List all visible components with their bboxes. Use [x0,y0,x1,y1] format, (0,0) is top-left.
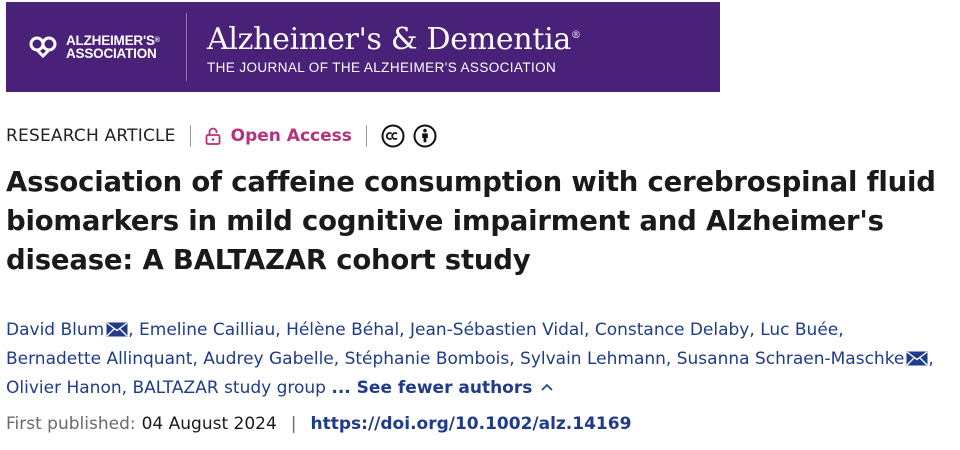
author-separator: , [749,320,761,340]
author-separator: , [333,349,345,369]
meta-separator [189,125,191,147]
journal-subtitle: THE JOURNAL OF THE ALZHEIMER'S ASSOCIATI… [207,60,557,75]
journal-registered-mark: ® [570,30,581,41]
author-name[interactable]: Susanna Schraen-Maschke [676,349,905,369]
open-access-link[interactable]: Open Access [230,126,352,146]
author-name[interactable]: Stéphanie Bombois [344,349,510,369]
association-line2: ASSOCIATION [66,46,157,61]
author-separator: , [509,349,521,369]
first-published-label: First published: [6,414,136,434]
author-list: David Blum, Emeline Cailliau, Hélène Béh… [6,316,956,403]
author-name[interactable]: Audrey Gabelle [203,349,334,369]
article-meta-row: RESEARCH ARTICLE Open Access [6,122,437,150]
see-fewer-authors-label: ... See fewer authors [331,378,533,398]
license-icons[interactable] [381,124,437,148]
publication-separator: | [290,414,297,434]
lock-open-icon [205,127,221,145]
article-title: Association of caffeine consumption with… [6,166,936,276]
meta-separator [365,125,367,147]
journal-banner[interactable]: ALZHEIMER'S® ASSOCIATION Alzheimer's & D… [6,2,720,92]
attribution-icon[interactable] [413,124,437,148]
author-name[interactable]: Constance Delaby [594,320,750,340]
author-name[interactable]: Olivier Hanon [6,378,122,398]
author-name[interactable]: David Blum [6,320,105,340]
author-separator: , [275,320,287,340]
alzheimers-association-logo[interactable]: ALZHEIMER'S® ASSOCIATION [28,34,178,60]
author-name[interactable]: Sylvain Lehmann [520,349,666,369]
journal-title-block[interactable]: Alzheimer's & Dementia® THE JOURNAL OF T… [207,19,581,76]
author-name[interactable]: Hélène Béhal [286,320,400,340]
email-icon[interactable] [906,351,928,366]
association-line1: ALZHEIMER'S [66,33,155,48]
first-published-date: 04 August 2024 [141,414,277,434]
creative-commons-icon[interactable] [381,124,405,148]
author-separator: , [584,320,595,340]
association-logo-icon [29,36,57,58]
author-name[interactable]: Bernadette Allinquant [6,349,193,369]
chevron-up-icon [541,383,553,391]
author-name[interactable]: BALTAZAR study group [132,378,326,398]
author-separator: , [128,320,140,340]
article-type: RESEARCH ARTICLE [6,126,176,146]
author-separator: , [399,320,410,340]
publication-info: First published: 04 August 2024 | https:… [6,414,631,434]
author-separator: , [121,378,133,398]
journal-name: Alzheimer's & Dementia [207,22,571,57]
author-separator: , [665,349,677,369]
author-separator: , [928,349,934,369]
author-separator: , [838,320,844,340]
author-separator: , [192,349,204,369]
author-name[interactable]: Emeline Cailliau [139,320,276,340]
registered-mark: ® [154,37,160,44]
author-name[interactable]: Jean-Sébastien Vidal [409,320,585,340]
doi-link[interactable]: https://doi.org/10.1002/alz.14169 [310,414,632,434]
author-name[interactable]: Luc Buée [760,320,839,340]
banner-divider [186,13,187,81]
see-fewer-authors-button[interactable]: ... See fewer authors [331,378,554,398]
email-icon[interactable] [106,322,128,337]
